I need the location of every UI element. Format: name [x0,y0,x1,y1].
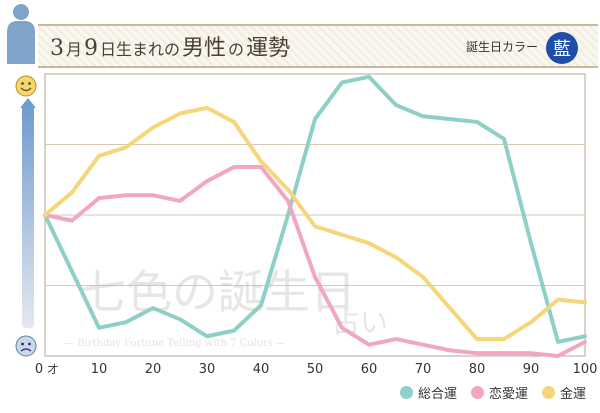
person-icon [7,4,35,64]
legend-item-money: 金運 [541,383,586,402]
x-axis-unit: 才 [48,362,59,376]
birth-month: 3 [50,36,64,61]
watermark: 七色の誕生日 占い — Birthday Fortune Telling wit… [64,265,388,349]
legend-label-overall: 総合運 [417,387,457,402]
x-tick-label: 100 [573,362,598,377]
watermark-main: 七色の誕生日 [80,265,356,319]
x-tick-label: 0 [35,362,43,377]
birthday-color-badge: 藍 [546,32,578,64]
x-tick-label: 30 [199,362,216,377]
legend-swatch-love [470,386,484,399]
x-tick-label: 80 [469,362,486,377]
legend: 総合運 恋愛運 金運 [399,383,586,402]
fortune-label: 運勢 [246,36,291,61]
x-tick-label: 60 [361,362,378,377]
legend-item-love: 恋愛運 [470,383,528,402]
happy-face-icon [15,75,37,97]
series-line-1 [43,165,587,358]
page-title: 3 月 9 日生まれの 男性 の 運勢 [50,30,291,61]
day-unit: 日生まれの [100,40,181,59]
x-tick-label: 50 [307,362,324,377]
legend-swatch-money [541,386,555,399]
gauge-bar [22,106,34,328]
series-lines [43,74,587,358]
month-unit: 月 [66,40,83,59]
legend-label-money: 金運 [559,387,586,402]
legend-label-love: 恋愛運 [488,387,528,402]
grid [45,144,585,286]
birthday-color-label: 誕生日カラー [465,40,538,54]
legend-item-overall: 総合運 [399,383,457,402]
sad-face-icon [15,335,37,357]
x-tick-label: 40 [253,362,270,377]
series-line-0 [43,74,587,344]
series-line-2 [43,105,587,342]
title-bar [38,24,598,68]
header: 3 月 9 日生まれの 男性 の 運勢 誕生日カラー 藍 [0,0,600,68]
birth-day: 9 [84,36,99,61]
particle: の [228,40,245,59]
fortune-gauge [15,75,37,357]
x-tick-label: 20 [145,362,162,377]
legend-swatch-overall [399,386,413,399]
x-axis-ticks: 0 10 20 30 40 50 60 70 80 90 100 才 [35,362,598,377]
x-tick-label: 90 [523,362,540,377]
gender-label: 男性 [182,36,227,61]
x-tick-label: 70 [415,362,432,377]
watermark-caption: — Birthday Fortune Telling with 7 Colors… [64,338,286,349]
gauge-arrow [20,98,36,108]
x-tick-label: 10 [91,362,108,377]
